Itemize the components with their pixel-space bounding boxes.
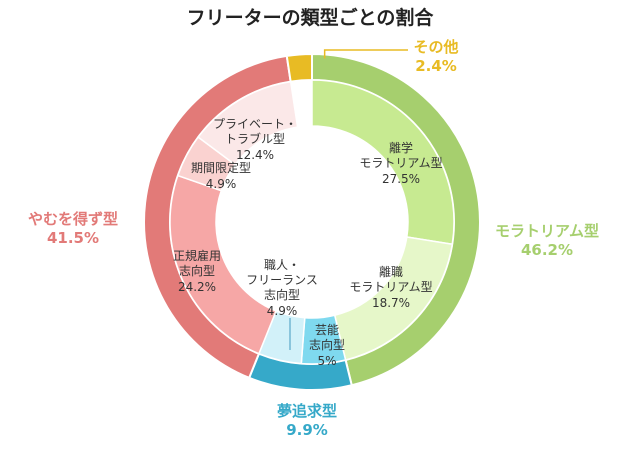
outer-label-3: その他 2.4% <box>413 38 458 75</box>
inner-label-line: 職人・ <box>264 258 300 272</box>
outer-labels: モラトリアム型 46.2%夢追求型 9.9%やむを得ず型 41.5%その他 2.4% <box>28 38 599 439</box>
inner-value: 12.4% <box>236 148 274 162</box>
leader-lines <box>289 49 408 350</box>
outer-label-value: 46.2% <box>521 241 573 259</box>
inner-label-line: 志向型 <box>309 337 345 352</box>
inner-value: 5% <box>317 354 336 368</box>
inner-label-line: モラトリアム型 <box>359 156 442 170</box>
inner-label-line: 志向型 <box>179 263 215 278</box>
outer-label-2: やむを得ず型 41.5% <box>28 210 118 247</box>
inner-value: 4.9% <box>267 304 298 318</box>
inner-label-0: 離学モラトリアム型 27.5% <box>359 140 442 186</box>
outer-label-0: モラトリアム型 46.2% <box>495 222 599 259</box>
inner-value: 4.9% <box>206 177 237 191</box>
leader-line-other <box>323 49 408 59</box>
outer-label-1: 夢追求型 9.9% <box>277 402 337 439</box>
inner-labels: 離学モラトリアム型 27.5%離職モラトリアム型 18.7%芸能志向型 5%職人・フリ… <box>173 117 443 368</box>
inner-label-4: 正規雇用志向型 24.2% <box>173 248 221 294</box>
outer-label-name: やむを得ず型 <box>28 210 118 228</box>
inner-label-line: 離職 <box>379 265 403 279</box>
inner-value: 24.2% <box>178 280 216 294</box>
inner-label-line: 期間限定型 <box>191 160 251 175</box>
inner-label-1: 離職モラトリアム型 18.7% <box>349 265 432 310</box>
inner-slice-6 <box>197 80 299 166</box>
inner-label-line: 芸能 <box>315 323 339 337</box>
inner-value: 27.5% <box>382 172 420 186</box>
inner-label-3: 職人・フリーランス志向型 4.9% <box>246 258 318 318</box>
inner-label-5: 期間限定型 4.9% <box>191 160 251 191</box>
inner-value: 18.7% <box>372 296 410 310</box>
inner-label-line: 離学 <box>389 140 413 155</box>
outer-label-value: 2.4% <box>415 57 457 75</box>
inner-label-line: プライベート・ <box>213 117 297 131</box>
inner-label-line: フリーランス <box>246 273 318 287</box>
outer-label-value: 9.9% <box>286 421 328 439</box>
inner-label-2: 芸能志向型 5% <box>309 323 345 368</box>
inner-label-line: 正規雇用 <box>173 248 221 263</box>
outer-label-name: その他 <box>413 38 458 56</box>
inner-label-line: トラブル型 <box>225 131 285 146</box>
inner-label-6: プライベート・トラブル型 12.4% <box>213 117 297 162</box>
outer-label-value: 41.5% <box>47 229 99 247</box>
outer-slice-3 <box>285 52 313 83</box>
chart-title: フリーターの類型ごとの割合 <box>187 6 435 29</box>
inner-label-line: 志向型 <box>264 287 300 302</box>
inner-ring <box>169 79 455 365</box>
inner-label-line: モラトリアム型 <box>349 280 432 294</box>
outer-label-name: 夢追求型 <box>277 402 337 420</box>
outer-label-name: モラトリアム型 <box>495 222 599 240</box>
